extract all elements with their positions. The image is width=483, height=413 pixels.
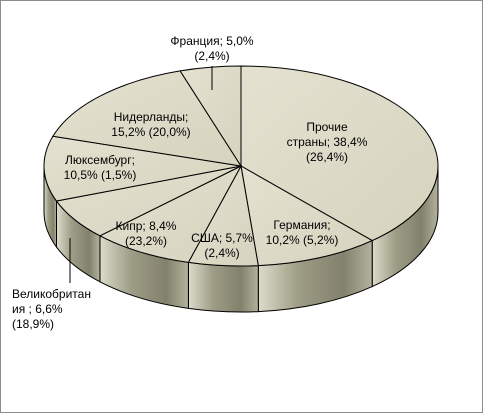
slice-3 bbox=[98, 164, 243, 263]
slice-7 bbox=[179, 65, 242, 168]
slice-label-3: Кипр; 8,4% (23,2%) bbox=[116, 219, 177, 248]
label-leaders bbox=[69, 66, 213, 283]
slice-label-7: Франция; 5,0% (2,4%) bbox=[170, 34, 254, 63]
slice-side-2 bbox=[187, 261, 259, 313]
slice-1 bbox=[240, 165, 374, 267]
slice-label-0: Прочие страны; 38,4% (26,4%) bbox=[287, 120, 368, 164]
slice-6 bbox=[52, 70, 243, 167]
slice-label-2: США; 5,7% (2,4%) bbox=[191, 231, 253, 260]
slice-labels: Прочие страны; 38,4% (26,4%) Германия; 10,2%… bbox=[12, 34, 368, 331]
slice-0 bbox=[240, 65, 439, 242]
slice-label-6: Нидерланды; 15,2% (20,0%) bbox=[111, 110, 190, 139]
slice-label-5: Люксембург; 10,5% (1,5%) bbox=[64, 153, 137, 182]
slice-5 bbox=[43, 135, 242, 202]
slice-label-1: Германия; 10,2% (5,2%) bbox=[266, 218, 339, 247]
slice-label-4: Великобритан ия ; 6,6% (18,9%) bbox=[12, 287, 91, 331]
pie-face bbox=[43, 65, 439, 267]
